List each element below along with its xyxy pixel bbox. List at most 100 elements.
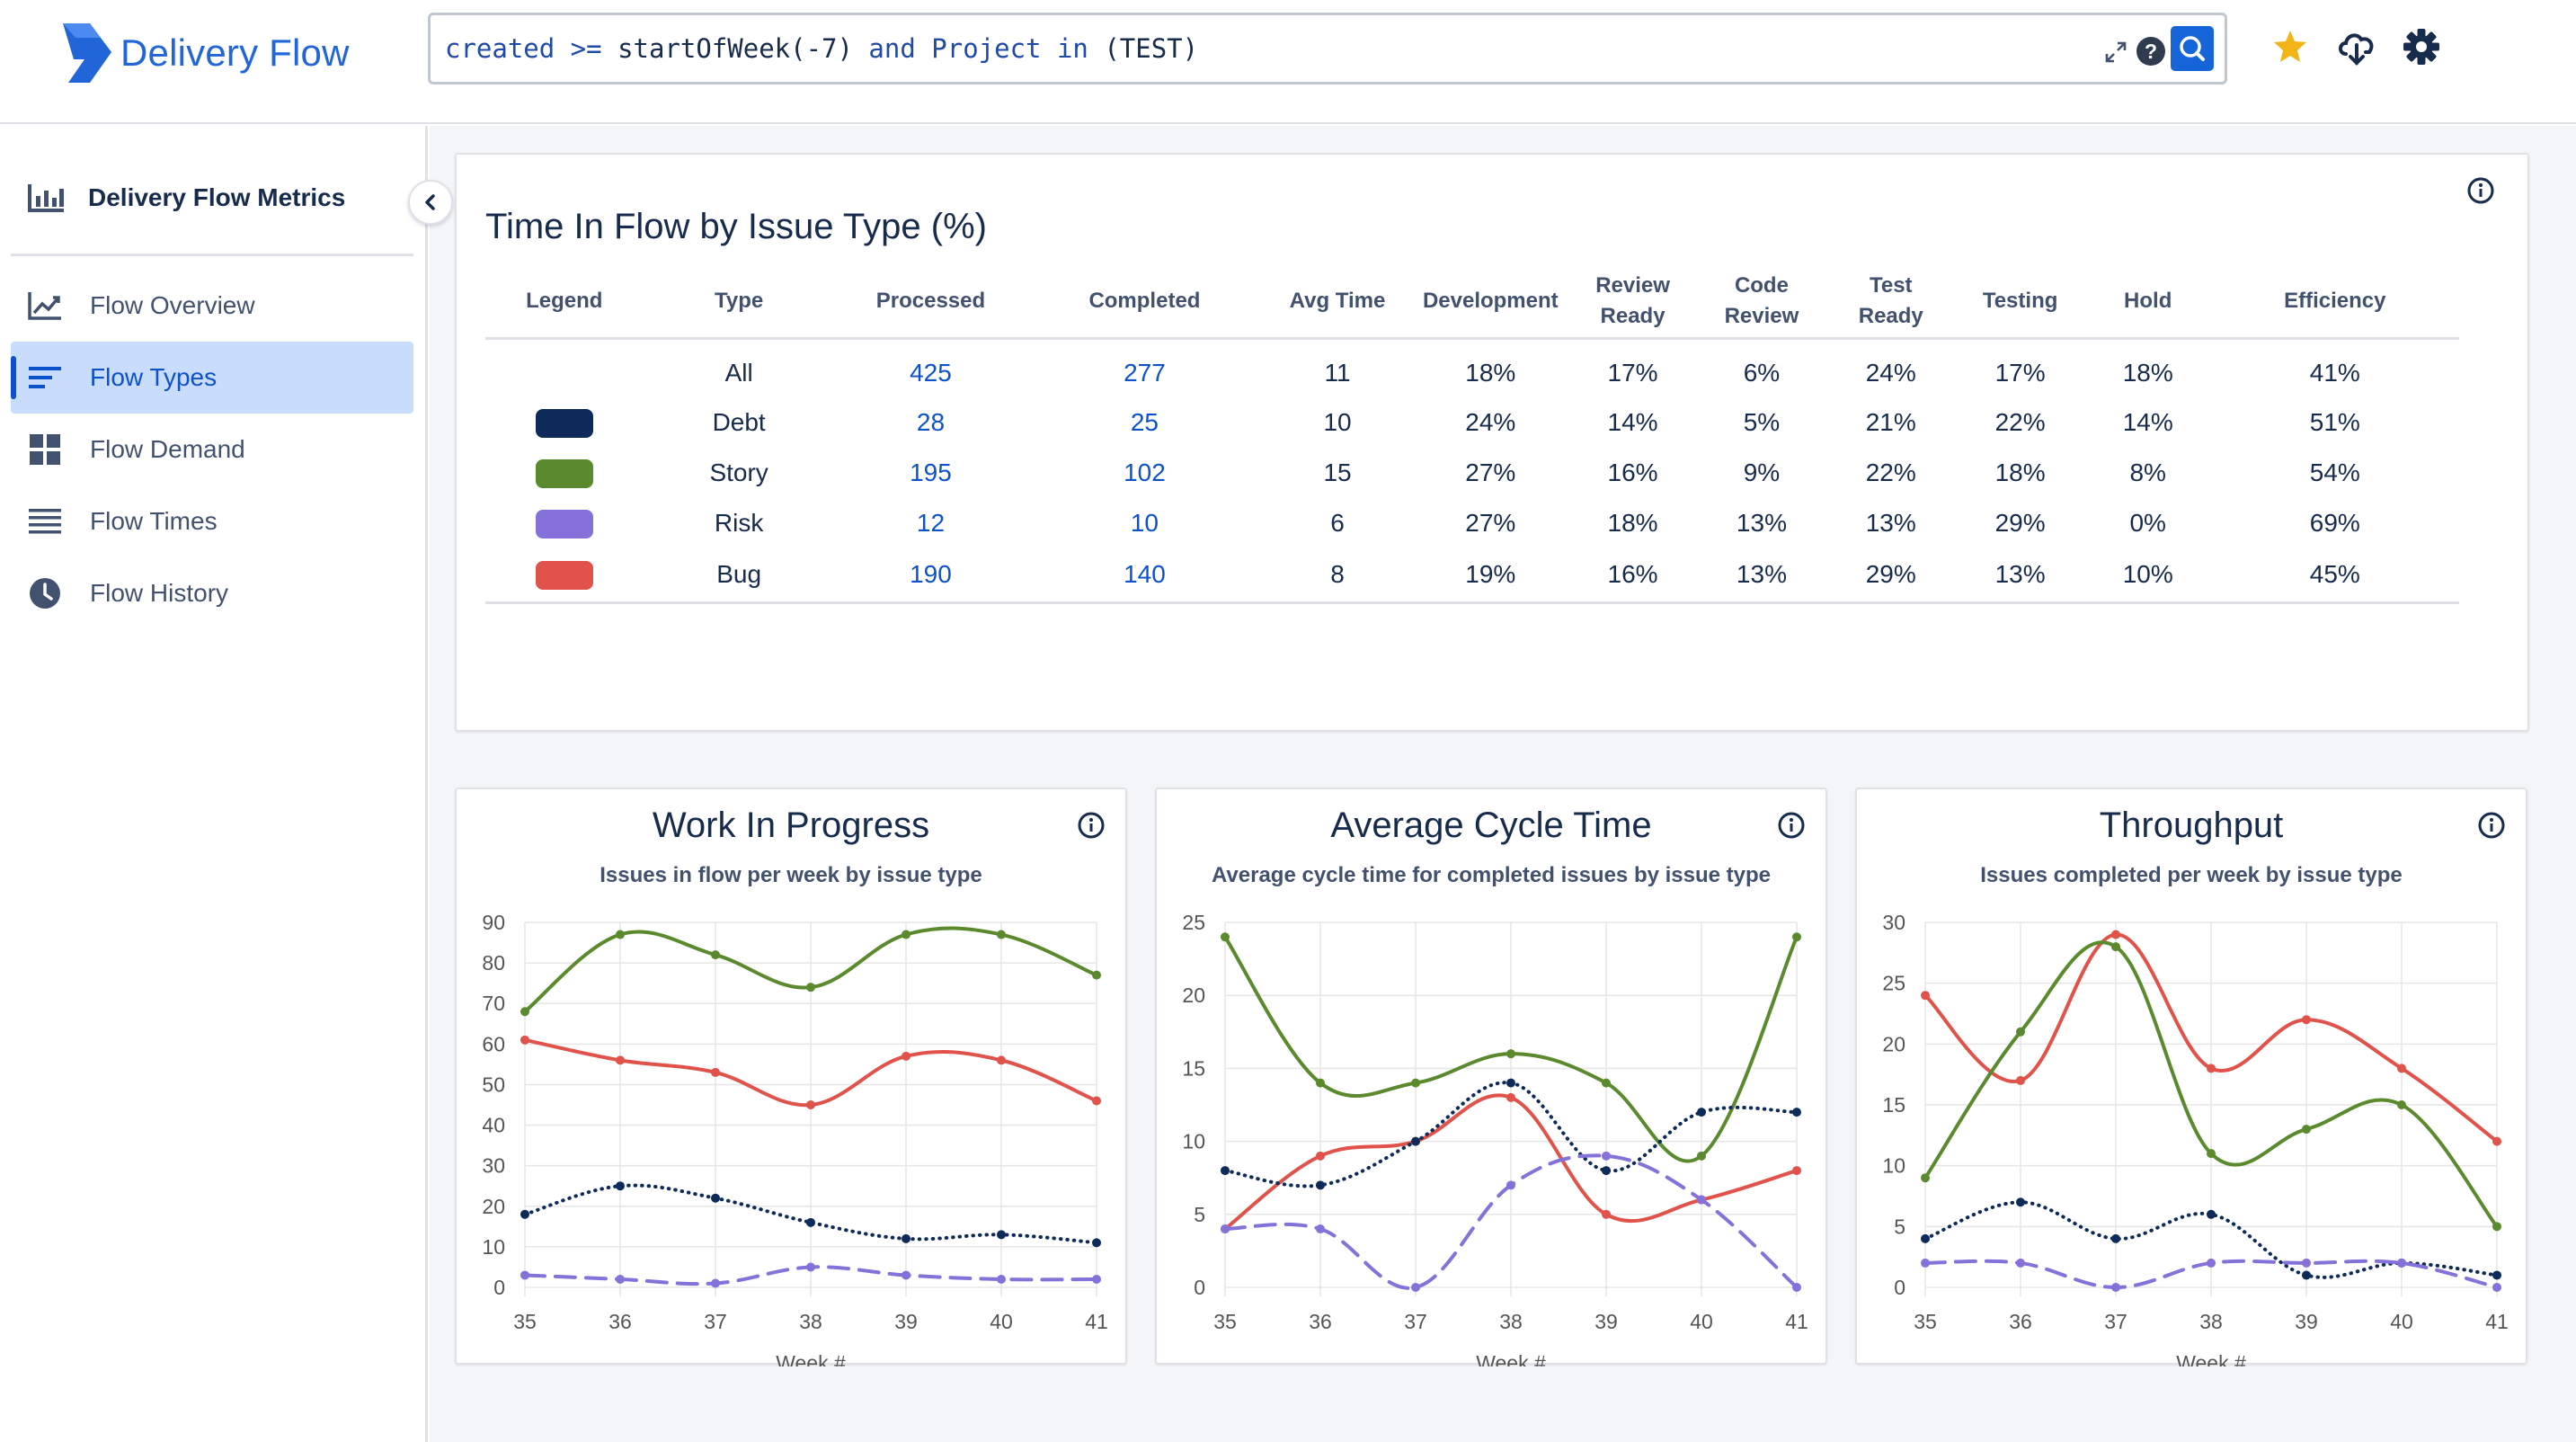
data-point-debt[interactable] <box>711 1193 720 1203</box>
data-point-bug[interactable] <box>806 1100 815 1109</box>
processed-cell[interactable]: 12 <box>916 509 946 537</box>
data-point-story[interactable] <box>1506 1049 1515 1059</box>
data-point-bug[interactable] <box>2492 1136 2501 1146</box>
sidebar-item-flow-overview[interactable]: Flow Overview <box>11 270 413 342</box>
completed-cell[interactable]: 140 <box>1026 548 1263 604</box>
data-point-risk[interactable] <box>1792 1283 1801 1292</box>
data-point-risk[interactable] <box>2492 1283 2501 1292</box>
data-point-bug[interactable] <box>2016 1075 2025 1085</box>
data-point-debt[interactable] <box>1221 1166 1230 1176</box>
data-point-bug[interactable] <box>902 1051 910 1061</box>
sidebar-item-flow-history[interactable]: Flow History <box>11 557 413 629</box>
column-header[interactable]: Development <box>1412 266 1569 340</box>
data-point-risk[interactable] <box>1092 1274 1101 1284</box>
completed-cell[interactable]: 102 <box>1124 458 1166 486</box>
data-point-debt[interactable] <box>1316 1180 1325 1190</box>
column-header[interactable]: Code Review <box>1696 266 1827 340</box>
data-point-bug[interactable] <box>616 1055 625 1065</box>
data-point-story[interactable] <box>1092 970 1101 980</box>
sidebar-item-flow-demand[interactable]: Flow Demand <box>11 414 413 485</box>
data-point-bug[interactable] <box>997 1055 1006 1065</box>
jql-query-text[interactable]: created >= startOfWeek(-7) and Project i… <box>445 33 1198 64</box>
data-point-debt[interactable] <box>2492 1270 2501 1280</box>
data-point-risk[interactable] <box>2302 1258 2311 1268</box>
data-point-story[interactable] <box>1221 932 1230 942</box>
data-point-risk[interactable] <box>2111 1283 2120 1292</box>
data-point-story[interactable] <box>1921 1173 1930 1183</box>
data-point-story[interactable] <box>1792 932 1801 942</box>
data-point-debt[interactable] <box>2207 1209 2216 1219</box>
data-point-story[interactable] <box>1411 1078 1420 1088</box>
data-point-risk[interactable] <box>1506 1180 1515 1190</box>
column-header[interactable]: Testing <box>1955 266 2085 340</box>
series-line-story[interactable] <box>1223 935 1799 1163</box>
jql-search-box[interactable]: created >= startOfWeek(-7) and Project i… <box>428 13 2227 85</box>
column-header[interactable]: Test Ready <box>1826 266 1956 340</box>
data-point-risk[interactable] <box>616 1274 625 1284</box>
column-header[interactable]: Completed <box>1026 266 1263 340</box>
data-point-debt[interactable] <box>520 1209 529 1219</box>
column-header[interactable]: Legend <box>485 266 644 340</box>
data-point-debt[interactable] <box>1411 1136 1420 1146</box>
data-point-story[interactable] <box>2302 1125 2311 1135</box>
help-icon[interactable]: ? <box>2136 37 2165 66</box>
data-point-debt[interactable] <box>1506 1078 1515 1088</box>
data-point-debt[interactable] <box>806 1217 815 1227</box>
data-point-bug[interactable] <box>1506 1092 1515 1102</box>
data-point-risk[interactable] <box>997 1274 1006 1284</box>
column-header[interactable]: Hold <box>2084 266 2211 340</box>
data-point-story[interactable] <box>616 930 625 939</box>
data-point-risk[interactable] <box>1316 1224 1325 1234</box>
data-point-story[interactable] <box>2397 1100 2406 1109</box>
data-point-bug[interactable] <box>1602 1209 1611 1219</box>
collapse-sidebar-button[interactable] <box>408 180 453 225</box>
data-point-debt[interactable] <box>2302 1270 2311 1280</box>
data-point-story[interactable] <box>1316 1078 1325 1088</box>
column-header[interactable]: Processed <box>834 266 1027 340</box>
info-icon[interactable] <box>2466 176 2495 205</box>
column-header[interactable]: Review Ready <box>1568 266 1697 340</box>
processed-cell[interactable]: 190 <box>834 548 1027 604</box>
data-point-bug[interactable] <box>2397 1064 2406 1073</box>
data-point-bug[interactable] <box>2207 1064 2216 1073</box>
data-point-debt[interactable] <box>1792 1108 1801 1117</box>
data-point-bug[interactable] <box>2111 930 2120 939</box>
data-point-story[interactable] <box>2016 1027 2025 1037</box>
data-point-story[interactable] <box>2207 1149 2216 1159</box>
expand-icon[interactable] <box>2102 39 2129 66</box>
settings-gear-icon[interactable] <box>2398 23 2445 70</box>
data-point-debt[interactable] <box>1921 1233 1930 1243</box>
data-point-debt[interactable] <box>616 1181 625 1191</box>
data-point-debt[interactable] <box>2111 1233 2120 1243</box>
data-point-story[interactable] <box>711 950 720 960</box>
info-icon[interactable] <box>1077 811 1106 840</box>
data-point-risk[interactable] <box>1602 1151 1611 1161</box>
data-point-risk[interactable] <box>1411 1283 1420 1292</box>
data-point-debt[interactable] <box>1602 1166 1611 1176</box>
data-point-risk[interactable] <box>1221 1224 1230 1234</box>
data-point-risk[interactable] <box>2207 1258 2216 1268</box>
sidebar-item-flow-times[interactable]: Flow Times <box>11 485 413 557</box>
search-button[interactable] <box>2171 26 2214 71</box>
data-point-debt[interactable] <box>997 1230 1006 1240</box>
data-point-bug[interactable] <box>1092 1096 1101 1106</box>
star-icon[interactable] <box>2267 23 2314 70</box>
data-point-story[interactable] <box>997 930 1006 939</box>
sidebar-item-flow-types[interactable]: Flow Types <box>11 342 413 414</box>
data-point-debt[interactable] <box>1697 1108 1706 1117</box>
processed-cell[interactable]: 28 <box>916 408 946 436</box>
processed-cell[interactable]: 425 <box>910 358 952 387</box>
data-point-risk[interactable] <box>711 1278 720 1288</box>
data-point-bug[interactable] <box>711 1067 720 1077</box>
data-point-story[interactable] <box>1697 1151 1706 1161</box>
data-point-risk[interactable] <box>1921 1258 1930 1268</box>
column-header[interactable]: Type <box>643 266 835 340</box>
data-point-story[interactable] <box>2111 942 2120 952</box>
completed-cell[interactable]: 10 <box>1130 509 1159 537</box>
processed-cell[interactable]: 195 <box>910 458 952 486</box>
data-point-debt[interactable] <box>1092 1238 1101 1248</box>
info-icon[interactable] <box>2477 811 2506 840</box>
data-point-bug[interactable] <box>1921 991 1930 1001</box>
data-point-risk[interactable] <box>1697 1195 1706 1205</box>
completed-cell[interactable]: 277 <box>1124 358 1166 387</box>
